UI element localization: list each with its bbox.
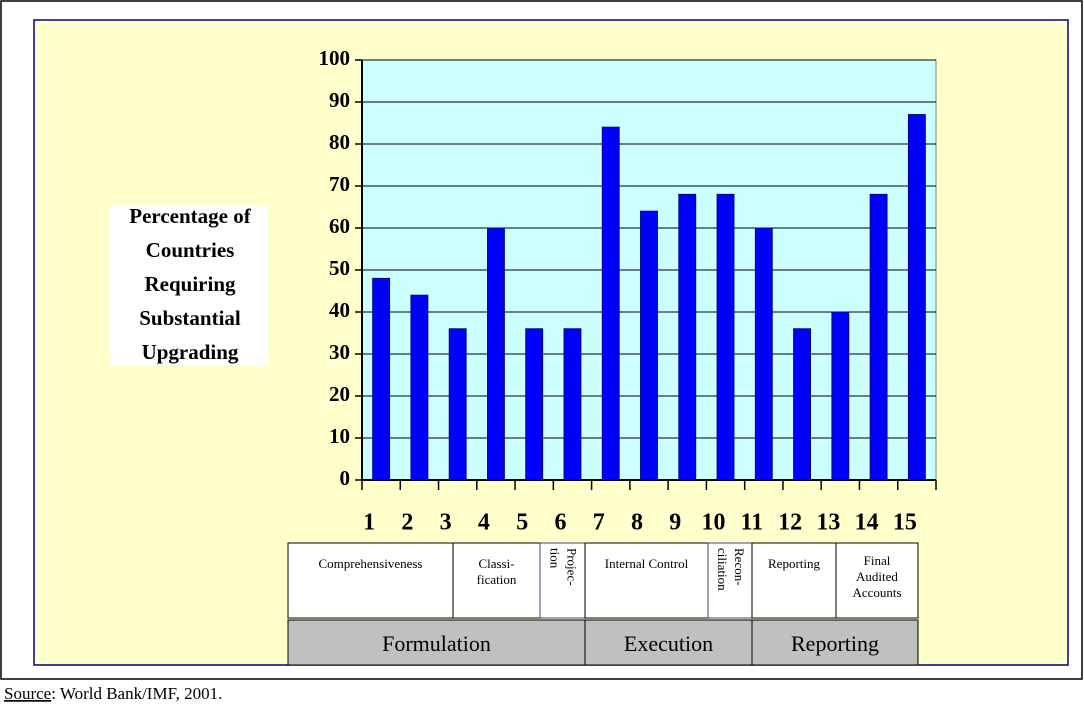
subgroup-box bbox=[452, 542, 541, 619]
subgroup-box bbox=[539, 542, 586, 619]
subgroup-label: Recon-ciliation bbox=[715, 548, 747, 591]
subgroup-text: Accounts bbox=[852, 585, 901, 600]
x-tick-label: 4 bbox=[478, 510, 490, 536]
bar bbox=[410, 294, 429, 481]
bar bbox=[793, 328, 811, 481]
subgroup-box bbox=[584, 542, 709, 619]
bar bbox=[525, 328, 544, 481]
group-label: Formulation bbox=[382, 631, 491, 656]
group-label: Reporting bbox=[791, 631, 879, 656]
x-tick-label: 3 bbox=[440, 510, 452, 536]
y-axis-label: Percentage of bbox=[129, 204, 251, 228]
source: Source: World Bank/IMF, 2001. bbox=[4, 684, 222, 703]
x-tick-label: 10 bbox=[702, 510, 726, 536]
x-tick-label: 2 bbox=[401, 510, 413, 536]
y-tick-label: 10 bbox=[329, 424, 350, 448]
subgroup-text: Projec- bbox=[565, 548, 580, 586]
subgroup-text: ciliation bbox=[715, 548, 730, 591]
y-label-box bbox=[110, 205, 268, 365]
x-tick-label: 8 bbox=[631, 510, 643, 536]
x-tick-label: 5 bbox=[516, 510, 528, 536]
y-tick-label: 50 bbox=[329, 256, 350, 280]
bar bbox=[831, 311, 850, 481]
y-axis-label: Requiring bbox=[144, 272, 236, 296]
bar bbox=[563, 328, 582, 481]
subgroup-text: Comprehensiveness bbox=[319, 556, 423, 571]
y-tick-label: 0 bbox=[340, 466, 351, 490]
bar bbox=[716, 193, 735, 481]
bar bbox=[448, 328, 467, 481]
subgroup-text: Reporting bbox=[768, 556, 820, 571]
source-label: Source bbox=[4, 684, 51, 703]
x-tick-label: 1 bbox=[363, 510, 375, 536]
x-tick-label: 13 bbox=[816, 510, 840, 536]
subgroup-text: Audited bbox=[856, 569, 898, 584]
x-tick-label: 12 bbox=[778, 510, 802, 536]
bar bbox=[678, 193, 697, 481]
y-tick-label: 100 bbox=[319, 46, 351, 70]
y-tick-label: 70 bbox=[329, 172, 350, 196]
bar bbox=[869, 193, 888, 481]
group-label: Execution bbox=[624, 631, 713, 656]
group-box bbox=[751, 619, 919, 666]
subgroup-text: Classi- bbox=[478, 556, 514, 571]
x-tick-label: 6 bbox=[554, 510, 566, 536]
y-tick-label: 30 bbox=[329, 340, 350, 364]
subgroup-label: Projec-tion bbox=[548, 548, 580, 586]
y-axis-label: Substantial bbox=[139, 306, 241, 330]
subgroup-text: Internal Control bbox=[605, 556, 689, 571]
subgroup-text: Recon- bbox=[732, 548, 747, 586]
bar bbox=[601, 126, 620, 481]
y-axis-label: Upgrading bbox=[142, 340, 239, 364]
subgroup-text: fication bbox=[477, 572, 517, 587]
x-tick-label: 11 bbox=[740, 510, 763, 536]
x-tick-label: 7 bbox=[593, 510, 605, 536]
y-axis-label: Countries bbox=[146, 238, 235, 262]
x-tick-label: 14 bbox=[855, 510, 879, 536]
y-tick-label: 40 bbox=[329, 298, 350, 322]
subgroup-box bbox=[751, 542, 837, 619]
bar bbox=[640, 210, 658, 481]
x-tick-label: 15 bbox=[893, 510, 917, 536]
y-tick-label: 90 bbox=[329, 88, 350, 112]
source-text: : World Bank/IMF, 2001. bbox=[51, 684, 222, 703]
subgroup-box bbox=[287, 542, 454, 619]
subgroup-text: tion bbox=[548, 548, 563, 569]
bar bbox=[907, 114, 926, 481]
bar bbox=[372, 277, 391, 481]
bar bbox=[487, 227, 505, 481]
group-box bbox=[584, 619, 753, 666]
subgroup-box bbox=[835, 542, 919, 619]
subgroup-text: Final bbox=[864, 553, 891, 568]
x-tick-label: 9 bbox=[669, 510, 681, 536]
y-tick-label: 80 bbox=[329, 130, 350, 154]
subgroup-box bbox=[707, 542, 753, 619]
y-tick-label: 20 bbox=[329, 382, 350, 406]
bar bbox=[754, 227, 773, 481]
y-tick-label: 60 bbox=[329, 214, 350, 238]
